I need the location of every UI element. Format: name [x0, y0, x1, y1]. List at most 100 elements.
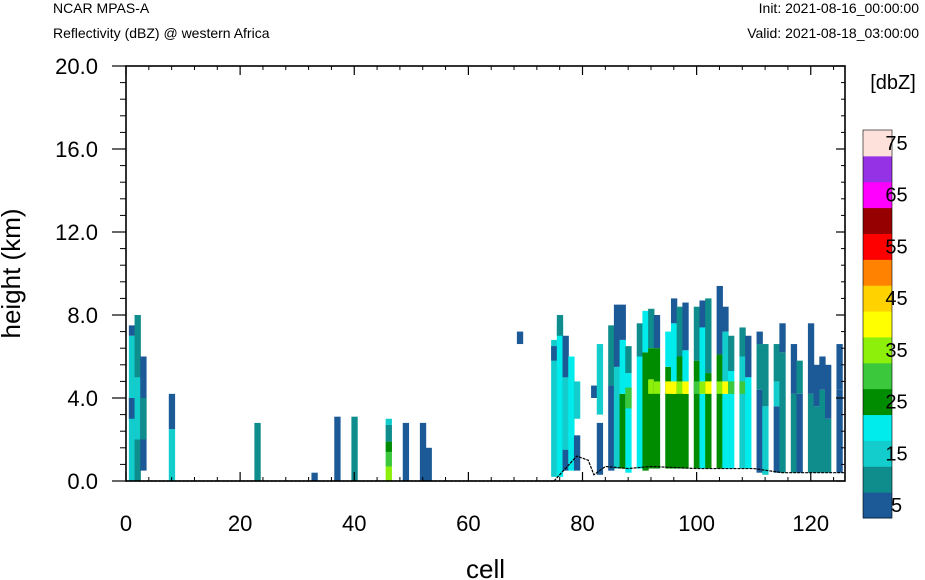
reflectivity-cell — [636, 356, 644, 469]
reflectivity-cell — [562, 377, 569, 450]
reflectivity-cell — [676, 381, 683, 394]
reflectivity-cell — [134, 377, 141, 440]
colorbar: 5 15 25 35 45 55 65 75 — [862, 129, 908, 519]
reflectivity-cell — [722, 331, 729, 382]
reflectivity-cell — [670, 393, 678, 469]
reflectivity-cell — [739, 356, 746, 469]
y-tick-label: 8.0 — [67, 303, 98, 328]
reflectivity-cell — [670, 298, 678, 324]
reflectivity-cell — [676, 306, 683, 357]
reflectivity-cell — [642, 310, 649, 353]
reflectivity-cell — [796, 360, 803, 394]
x-tick-label: 120 — [792, 511, 829, 536]
reflectivity-cell — [722, 393, 729, 469]
field-description: Reflectivity (dBZ) @ western Africa — [53, 25, 270, 41]
reflectivity-cell — [385, 441, 392, 452]
reflectivity-cell — [556, 323, 564, 477]
x-tick-label: 80 — [570, 511, 594, 536]
colorbar-swatch — [863, 233, 892, 260]
reflectivity-cell — [745, 335, 752, 378]
reflectivity-cell — [385, 424, 392, 442]
reflectivity-cell — [573, 381, 581, 419]
x-tick-label: 60 — [456, 511, 480, 536]
reflectivity-cell — [716, 381, 723, 394]
y-axis-title: height (km) — [0, 208, 26, 338]
reflectivity-cell — [728, 335, 735, 372]
reflectivity-cell — [699, 393, 706, 469]
reflectivity-cell — [699, 327, 706, 382]
reflectivity-cell — [619, 339, 626, 394]
reflectivity-cell — [596, 344, 604, 415]
init-time: Init: 2021-08-16_00:00:00 — [758, 0, 919, 16]
colorbar-unit-label: [dbZ] — [870, 72, 916, 94]
reflectivity-cell — [796, 393, 803, 473]
colorbar-swatch — [863, 285, 892, 312]
reflectivity-cell — [419, 422, 427, 481]
colorbar-swatch — [863, 181, 892, 209]
reflectivity-cell — [625, 373, 632, 473]
colorbar-label: 35 — [885, 340, 907, 362]
reflectivity-cell — [728, 381, 735, 394]
reflectivity-cell — [596, 422, 604, 475]
model-name: NCAR MPAS-A — [53, 0, 150, 16]
reflectivity-cell — [722, 306, 729, 332]
y-tick-label: 0.0 — [67, 469, 98, 494]
x-tick-label: 0 — [120, 511, 132, 536]
colorbar-swatch — [863, 492, 892, 519]
reflectivity-cell — [311, 472, 318, 481]
reflectivity-cell — [625, 346, 632, 374]
reflectivity-cell — [613, 304, 621, 367]
reflectivity-cell — [334, 416, 341, 481]
reflectivity-cell — [254, 422, 261, 481]
x-tick-label: 40 — [342, 511, 366, 536]
reflectivity-cell — [790, 344, 798, 394]
reflectivity-cell — [825, 364, 832, 419]
reflectivity-cell — [825, 418, 832, 473]
reflectivity-cell — [745, 377, 752, 469]
reflectivity-cell — [682, 302, 689, 351]
reflectivity-cell — [807, 393, 815, 473]
y-tick-label: 4.0 — [67, 386, 98, 411]
plot-frame — [125, 65, 846, 482]
reflectivity-cell — [705, 381, 712, 394]
reflectivity-cell — [756, 389, 763, 473]
reflectivity-cell — [682, 381, 689, 394]
reflectivity-cell — [819, 389, 826, 473]
reflectivity-cell — [836, 344, 843, 390]
reflectivity-cell — [739, 327, 746, 357]
colorbar-swatch — [863, 440, 892, 467]
y-tick-label: 16.0 — [55, 137, 98, 162]
colorbar-border — [862, 129, 893, 519]
reflectivity-cell — [682, 350, 689, 382]
reflectivity-cell — [425, 447, 432, 481]
reflectivity-cell — [653, 381, 661, 394]
reflectivity-cell — [779, 352, 786, 473]
reflectivity-cell — [625, 387, 632, 409]
reflectivity-cell — [591, 385, 598, 398]
y-tick-label: 12.0 — [55, 220, 98, 245]
reflectivity-cell — [385, 451, 392, 467]
colorbar-label: 15 — [885, 443, 907, 465]
reflectivity-cell — [402, 422, 410, 481]
reflectivity-cell — [619, 304, 626, 340]
reflectivity-cell — [665, 331, 672, 367]
reflectivity-cell — [779, 323, 786, 353]
reflectivity-cell — [128, 398, 136, 419]
reflectivity-cell — [642, 352, 649, 471]
reflectivity-cell — [756, 344, 763, 390]
reflectivity-cell — [716, 285, 723, 355]
reflectivity-cell — [699, 300, 706, 328]
colorbar-swatch — [863, 155, 892, 183]
reflectivity-cell — [351, 416, 358, 481]
reflectivity-cell — [739, 381, 746, 394]
colorbar-label: 45 — [885, 288, 907, 310]
reflectivity-cell — [705, 373, 712, 469]
reflectivity-cell — [722, 381, 729, 394]
reflectivity-cell — [676, 356, 683, 469]
reflectivity-cell — [385, 466, 392, 481]
colorbar-swatch — [863, 388, 892, 416]
terrain-line — [126, 455, 845, 482]
colorbar-label: 25 — [885, 392, 907, 414]
colorbar-swatch — [863, 362, 892, 390]
reflectivity-cell — [619, 393, 626, 469]
